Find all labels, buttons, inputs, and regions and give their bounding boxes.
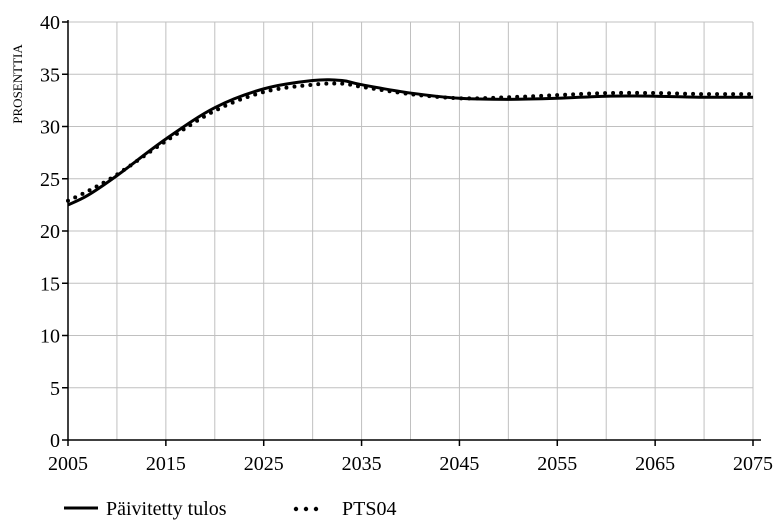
y-tick-label: 25 [40, 169, 60, 191]
y-tick-label: 0 [50, 430, 60, 452]
legend-label-pts04: PTS04 [342, 498, 396, 520]
x-axis-ticks: 2005 2015 2025 2035 2045 2055 2065 2075 [48, 440, 773, 475]
y-tick-label: 15 [40, 273, 60, 295]
legend-swatch-dotted [293, 506, 319, 512]
y-tick-label: 20 [40, 221, 60, 243]
legend-dot [313, 506, 319, 512]
x-tick-label: 2015 [146, 453, 186, 475]
x-tick-label: 2045 [439, 453, 479, 475]
legend-label-paivitetty: Päivitetty tulos [106, 498, 227, 520]
y-tick-label: 40 [40, 12, 60, 34]
grid-lines [68, 21, 754, 440]
y-tick-label: 35 [40, 64, 60, 86]
series-line-pts04 [66, 81, 755, 203]
x-tick-label: 2065 [635, 453, 675, 475]
y-tick-label: 30 [40, 117, 60, 139]
x-tick-label: 2025 [244, 453, 284, 475]
x-tick-label: 2005 [48, 453, 88, 475]
y-tick-label: 5 [50, 378, 60, 400]
x-tick-label: 2035 [342, 453, 382, 475]
legend: Päivitetty tulos PTS04 [64, 498, 396, 520]
x-tick-label: 2055 [537, 453, 577, 475]
y-axis-label: PROSENTTIA [10, 44, 25, 124]
legend-dot [303, 506, 309, 512]
legend-dot [293, 506, 299, 512]
axes [67, 20, 761, 441]
y-tick-label: 10 [40, 326, 60, 348]
x-tick-label: 2075 [733, 453, 773, 475]
y-axis-ticks: 0 5 10 15 20 25 30 35 40 [40, 12, 68, 452]
series-lines [66, 78, 755, 207]
